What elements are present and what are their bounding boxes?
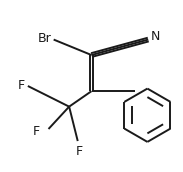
Text: F: F — [76, 145, 83, 158]
Text: F: F — [33, 125, 40, 138]
Text: N: N — [151, 30, 160, 44]
Text: F: F — [17, 79, 24, 92]
Text: Br: Br — [37, 32, 51, 45]
